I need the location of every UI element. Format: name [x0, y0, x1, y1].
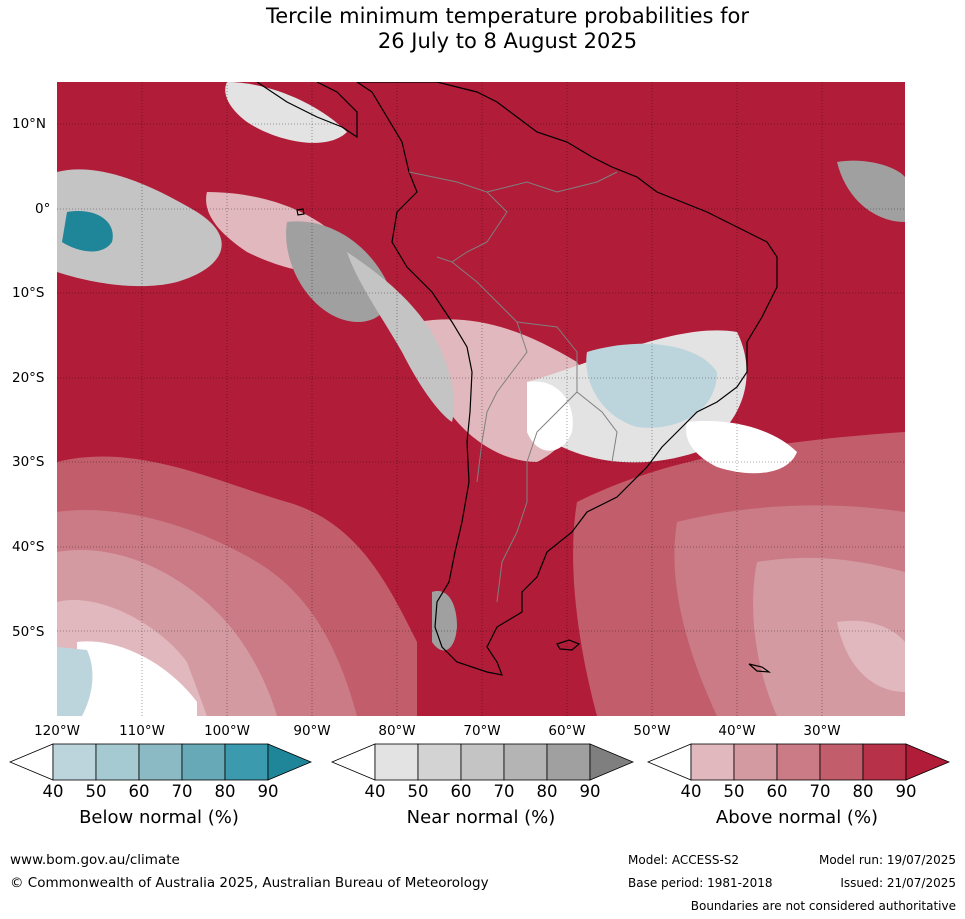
colorbar-below-tick: 90: [257, 782, 279, 801]
zone-below-50-sw: [57, 647, 93, 716]
south-america-coastline: [355, 82, 778, 676]
colorbar-below-high-extend: [267, 743, 313, 781]
colorbar-below-tick: 50: [85, 782, 107, 801]
colorbar-title-above: Above normal (%): [715, 807, 879, 828]
zone-white-uruguay: [686, 421, 797, 474]
colorbar-title-near: Near normal (%): [406, 807, 556, 828]
footer-base-period: Base period: 1981-2018: [628, 876, 773, 890]
lon-label-40w: 40°W: [718, 723, 756, 739]
colorbar-below-tick: 60: [128, 782, 150, 801]
lon-label-60w: 60°W: [548, 723, 586, 739]
colorbar-svg-above: [646, 743, 951, 781]
colorbar-above-normal: [646, 743, 951, 785]
lat-label-40s: 40°S: [12, 539, 45, 555]
colorbar-near-bin-3: [503, 743, 548, 781]
colorbar-near-bin-4: [546, 743, 591, 781]
colorbar-below-bin-3: [181, 743, 226, 781]
lat-label-10n: 10°N: [12, 116, 47, 132]
lon-label-90w: 90°W: [293, 723, 331, 739]
footer-disclaimer: Boundaries are not considered authoritat…: [690, 899, 956, 913]
colorbar-below-tick: 70: [171, 782, 193, 801]
colorbar-near-bin-0: [374, 743, 419, 781]
colorbar-above-bin-3: [819, 743, 864, 781]
lat-label-30s: 30°S: [12, 454, 45, 470]
zone-near-equatorial: [57, 169, 222, 287]
title-line-2: 26 July to 8 August 2025: [377, 29, 638, 53]
colorbar-near-normal: [330, 743, 635, 785]
colorbar-below-low-extend: [8, 743, 54, 781]
colorbar-near-tick: 80: [536, 782, 558, 801]
lon-label-80w: 80°W: [378, 723, 416, 739]
colorbar-above-tick: 90: [895, 782, 917, 801]
map-title: Tercile minimum temperature probabilitie…: [0, 4, 965, 54]
colorbar-above-tick: 40: [680, 782, 702, 801]
zone-white-paraguay: [527, 381, 573, 451]
footer-issued: Issued: 21/07/2025: [840, 876, 956, 890]
zone-below-90-patch: [62, 211, 113, 252]
zone-near-atlantic: [837, 160, 905, 222]
colorbar-below-normal: [8, 743, 313, 785]
zone-near-north: [225, 82, 347, 143]
country-borders: [408, 171, 618, 603]
footer-website: www.bom.gov.au/climate: [10, 852, 180, 868]
lat-label-0: 0°: [35, 201, 51, 217]
footer-model: Model: ACCESS-S2: [628, 853, 740, 867]
colorbar-near-tick: 90: [579, 782, 601, 801]
title-line-1: Tercile minimum temperature probabilitie…: [265, 4, 750, 28]
colorbar-near-bin-2: [460, 743, 505, 781]
colorbar-above-tick: 50: [723, 782, 745, 801]
colorbar-above-bin-4: [862, 743, 907, 781]
colorbar-svg-below: [8, 743, 313, 781]
south-georgia: [748, 663, 772, 673]
colorbar-near-low-extend: [330, 743, 376, 781]
lat-label-50s: 50°S: [12, 624, 45, 640]
colorbar-below-bin-1: [95, 743, 140, 781]
colorbar-near-tick: 50: [407, 782, 429, 801]
footer-model-run: Model run: 19/07/2025: [818, 853, 956, 867]
lat-label-20s: 20°S: [12, 370, 45, 386]
lon-label-100w: 100°W: [204, 723, 250, 739]
falkland-islands: [556, 639, 581, 651]
map-svg: [57, 82, 905, 716]
zone-above-40-se: [837, 620, 905, 692]
footer-copyright: © Commonwealth of Australia 2025, Austra…: [10, 875, 489, 891]
colorbar-above-high-extend: [905, 743, 951, 781]
colorbar-above-low-extend: [646, 743, 692, 781]
colorbar-near-bin-1: [417, 743, 462, 781]
colorbar-svg-near: [330, 743, 635, 781]
zone-below-50-brazil: [586, 343, 717, 428]
colorbar-near-tick: 60: [450, 782, 472, 801]
colorbar-near-high-extend: [589, 743, 635, 781]
zone-white-sw: [77, 641, 197, 716]
colorbar-above-tick: 60: [766, 782, 788, 801]
colorbar-above-bin-0: [690, 743, 735, 781]
colorbar-title-below: Below normal (%): [79, 807, 239, 828]
galapagos-islands: [296, 208, 305, 216]
lon-label-50w: 50°W: [633, 723, 671, 739]
probability-map: [57, 82, 905, 716]
colorbar-below-tick: 80: [214, 782, 236, 801]
colorbar-below-bin-4: [224, 743, 269, 781]
colorbar-above-tick: 70: [809, 782, 831, 801]
lon-label-110w: 110°W: [119, 723, 165, 739]
zone-near-andes: [347, 252, 454, 422]
colorbar-above-bin-2: [776, 743, 821, 781]
lon-label-70w: 70°W: [463, 723, 501, 739]
colorbar-above-tick: 80: [852, 782, 874, 801]
central-america-coastline: [256, 82, 358, 139]
zone-near-80-eqpac: [286, 221, 389, 322]
lat-label-10s: 10°S: [12, 285, 45, 301]
colorbar-below-tick: 40: [42, 782, 64, 801]
lon-label-30w: 30°W: [803, 723, 841, 739]
colorbar-below-bin-2: [138, 743, 183, 781]
colorbar-near-tick: 70: [493, 782, 515, 801]
colorbar-near-tick: 40: [364, 782, 386, 801]
lon-label-120w: 120°W: [34, 723, 80, 739]
colorbar-above-bin-1: [733, 743, 778, 781]
colorbar-below-bin-0: [52, 743, 97, 781]
